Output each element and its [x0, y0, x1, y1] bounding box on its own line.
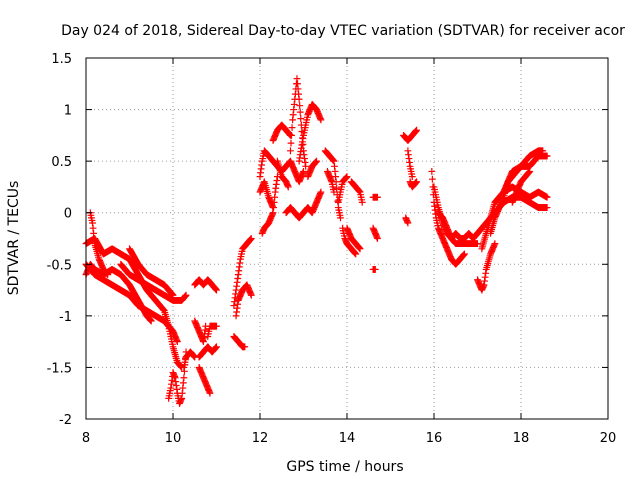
data-point	[317, 116, 325, 124]
axis-ticks	[85, 57, 609, 420]
x-tick-label: 10	[165, 431, 182, 446]
y-tick-label: 1	[64, 104, 72, 119]
data-point	[539, 147, 547, 155]
x-tick-labels: 8 10 12 14 16 18 20	[82, 431, 616, 446]
data-point	[213, 286, 220, 294]
y-axis-label: SDTVAR / TECUs	[6, 181, 22, 296]
data-point	[413, 178, 420, 186]
data-point	[461, 250, 468, 258]
data-point	[296, 102, 304, 110]
data-point	[104, 271, 112, 278]
data-point	[313, 157, 320, 165]
data-point	[173, 338, 181, 346]
data-point	[247, 235, 255, 242]
x-tick-label: 12	[252, 431, 269, 446]
x-axis-label: GPS time / hours	[286, 459, 403, 475]
y-tick-label: 0.5	[51, 155, 72, 170]
data-point	[288, 124, 296, 132]
data-point	[213, 343, 220, 351]
data-point	[269, 204, 277, 211]
x-tick-label: 16	[426, 431, 443, 446]
data-point	[330, 188, 338, 196]
data-point	[343, 173, 351, 181]
y-tick-label: 1.5	[51, 52, 72, 67]
data-point	[428, 175, 436, 183]
y-tick-labels: -2 -1.5 -1 -0.5 0 0.5 1 1.5	[47, 52, 72, 428]
y-tick-label: -2	[59, 413, 72, 428]
data-point	[491, 240, 499, 248]
data-point	[356, 245, 364, 253]
data-point	[213, 322, 220, 330]
data-point	[543, 152, 551, 160]
data-point	[428, 168, 436, 175]
x-tick-label: 8	[82, 431, 90, 446]
data-point	[337, 214, 344, 222]
data-point	[206, 389, 214, 397]
data-point	[300, 168, 307, 175]
data-point	[317, 188, 325, 196]
data-point	[543, 204, 551, 211]
y-tick-label: -1.5	[47, 361, 72, 376]
data-point	[371, 266, 379, 273]
data-point	[247, 291, 255, 299]
data-point	[147, 317, 155, 325]
x-tick-label: 14	[339, 431, 356, 446]
chart-title: Day 024 of 2018, Sidereal Day-to-day VTE…	[61, 23, 625, 39]
data-point	[288, 131, 295, 139]
data-point	[302, 162, 310, 170]
data-point	[182, 291, 190, 299]
data-point	[180, 374, 188, 382]
data-point	[404, 219, 412, 227]
data-point	[352, 250, 360, 258]
data-point	[297, 115, 305, 122]
grid-lines	[86, 58, 608, 419]
data-point	[169, 291, 177, 299]
data-point	[287, 139, 295, 147]
data-point	[287, 147, 294, 155]
x-tick-label: 18	[513, 431, 530, 446]
data-point	[408, 173, 416, 181]
data-point	[543, 193, 551, 201]
data-point	[374, 235, 381, 242]
y-tick-label: -1	[59, 310, 72, 325]
data-point	[241, 343, 249, 351]
data-point	[526, 168, 534, 175]
data-point	[358, 199, 366, 206]
data-point	[284, 183, 292, 191]
data-point	[413, 126, 420, 134]
y-tick-label: 0	[64, 207, 72, 222]
data-point	[374, 193, 381, 201]
data-point	[296, 108, 304, 116]
data-point	[333, 184, 341, 192]
x-tick-label: 20	[600, 431, 617, 446]
data-point	[474, 240, 481, 248]
data-point	[295, 95, 303, 103]
y-tick-label: -0.5	[47, 258, 72, 273]
data-points	[82, 75, 551, 407]
